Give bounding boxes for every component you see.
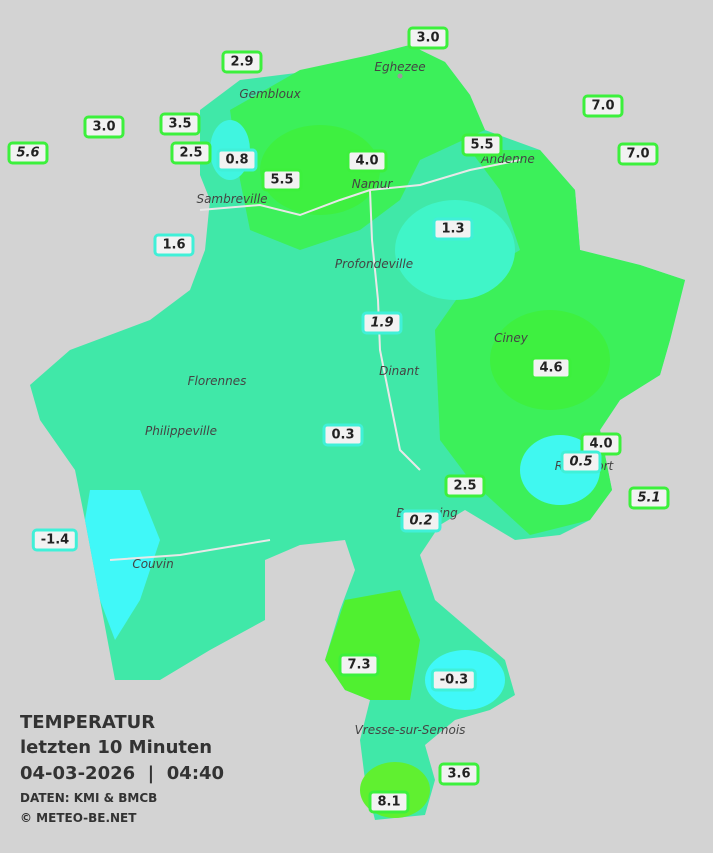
city-label: Eghezee xyxy=(374,60,426,74)
station-value: 0.8 xyxy=(216,148,258,172)
station-value: 0.5 xyxy=(560,450,602,474)
city-label: Vresse-sur-Semois xyxy=(354,723,466,737)
city-label: Gembloux xyxy=(239,87,301,101)
legend-title: TEMPERATUR xyxy=(20,712,156,733)
station-value: 3.6 xyxy=(438,762,480,786)
legend-datetime: 04-03-2026 | 04:40 xyxy=(20,763,225,784)
station-value: 7.3 xyxy=(338,653,380,677)
station-value: 3.0 xyxy=(407,26,449,50)
station-value: 2.9 xyxy=(221,50,263,74)
city-label: Profondeville xyxy=(334,257,414,271)
station-value: 2.5 xyxy=(444,474,486,498)
station-value: 1.6 xyxy=(153,233,195,257)
station-value: 0.2 xyxy=(400,509,442,533)
cool-zone xyxy=(395,200,515,300)
legend-period: letzten 10 Minuten xyxy=(20,737,213,758)
station-value: -1.4 xyxy=(31,528,79,552)
legend-source: DATEN: KMI & BMCB xyxy=(20,791,158,805)
station-value: 1.3 xyxy=(432,217,474,241)
station-value: 4.6 xyxy=(530,356,572,380)
station-value: 4.0 xyxy=(346,149,388,173)
city-label: Sambreville xyxy=(196,192,268,206)
city-dot xyxy=(397,73,403,79)
city-label: Ciney xyxy=(494,331,528,345)
city-label: Florennes xyxy=(187,374,247,388)
station-value: 1.9 xyxy=(361,311,403,335)
station-value: 5.5 xyxy=(261,168,303,192)
station-value: 5.5 xyxy=(461,133,503,157)
river xyxy=(109,159,521,561)
city-label: Dinant xyxy=(379,364,419,378)
station-value: 7.0 xyxy=(617,142,659,166)
legend-copyright: © METEO-BE.NET xyxy=(20,811,137,825)
warm-zone xyxy=(325,590,420,700)
station-value: 5.1 xyxy=(628,486,670,510)
city-label: Namur xyxy=(351,177,393,191)
station-value: 8.1 xyxy=(368,790,410,814)
city-label: Philippeville xyxy=(145,424,217,438)
station-value: 3.0 xyxy=(83,115,125,139)
warm-core xyxy=(260,125,380,215)
city-label: Couvin xyxy=(132,557,174,571)
station-value: 3.5 xyxy=(159,112,201,136)
station-value: 7.0 xyxy=(582,94,624,118)
station-value: 5.6 xyxy=(7,141,49,165)
station-value: 0.3 xyxy=(322,423,364,447)
station-value: 2.5 xyxy=(170,141,212,165)
cold-zone xyxy=(85,490,160,640)
station-value: -0.3 xyxy=(430,668,478,692)
